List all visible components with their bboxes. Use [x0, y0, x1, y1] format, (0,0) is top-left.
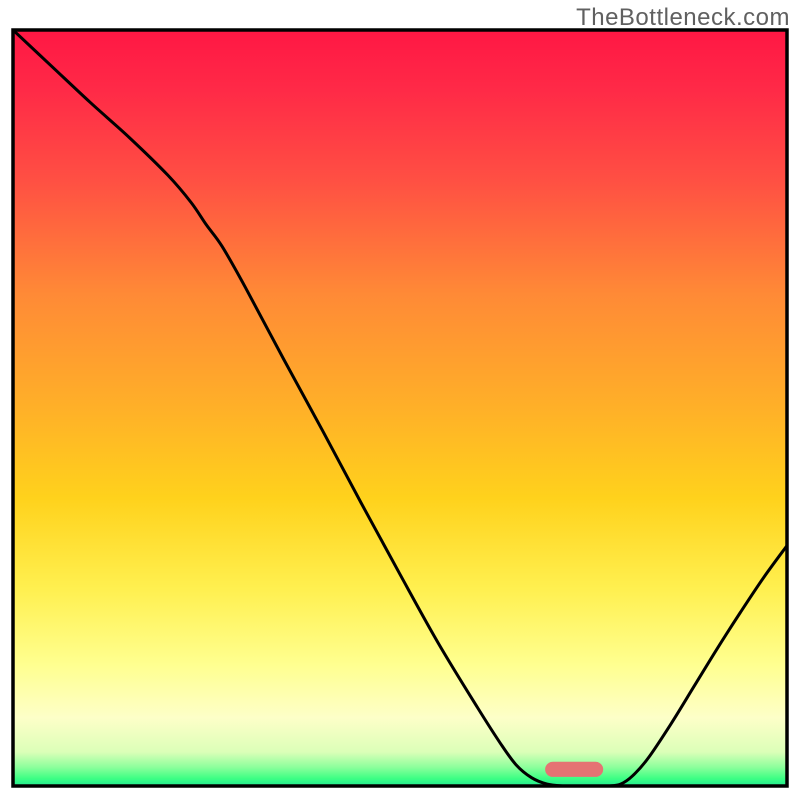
optimum-marker [545, 762, 603, 777]
chart-container: TheBottleneck.com [0, 0, 800, 800]
watermark-text: TheBottleneck.com [576, 4, 790, 32]
plot-background [13, 30, 787, 786]
bottleneck-chart [0, 0, 800, 800]
